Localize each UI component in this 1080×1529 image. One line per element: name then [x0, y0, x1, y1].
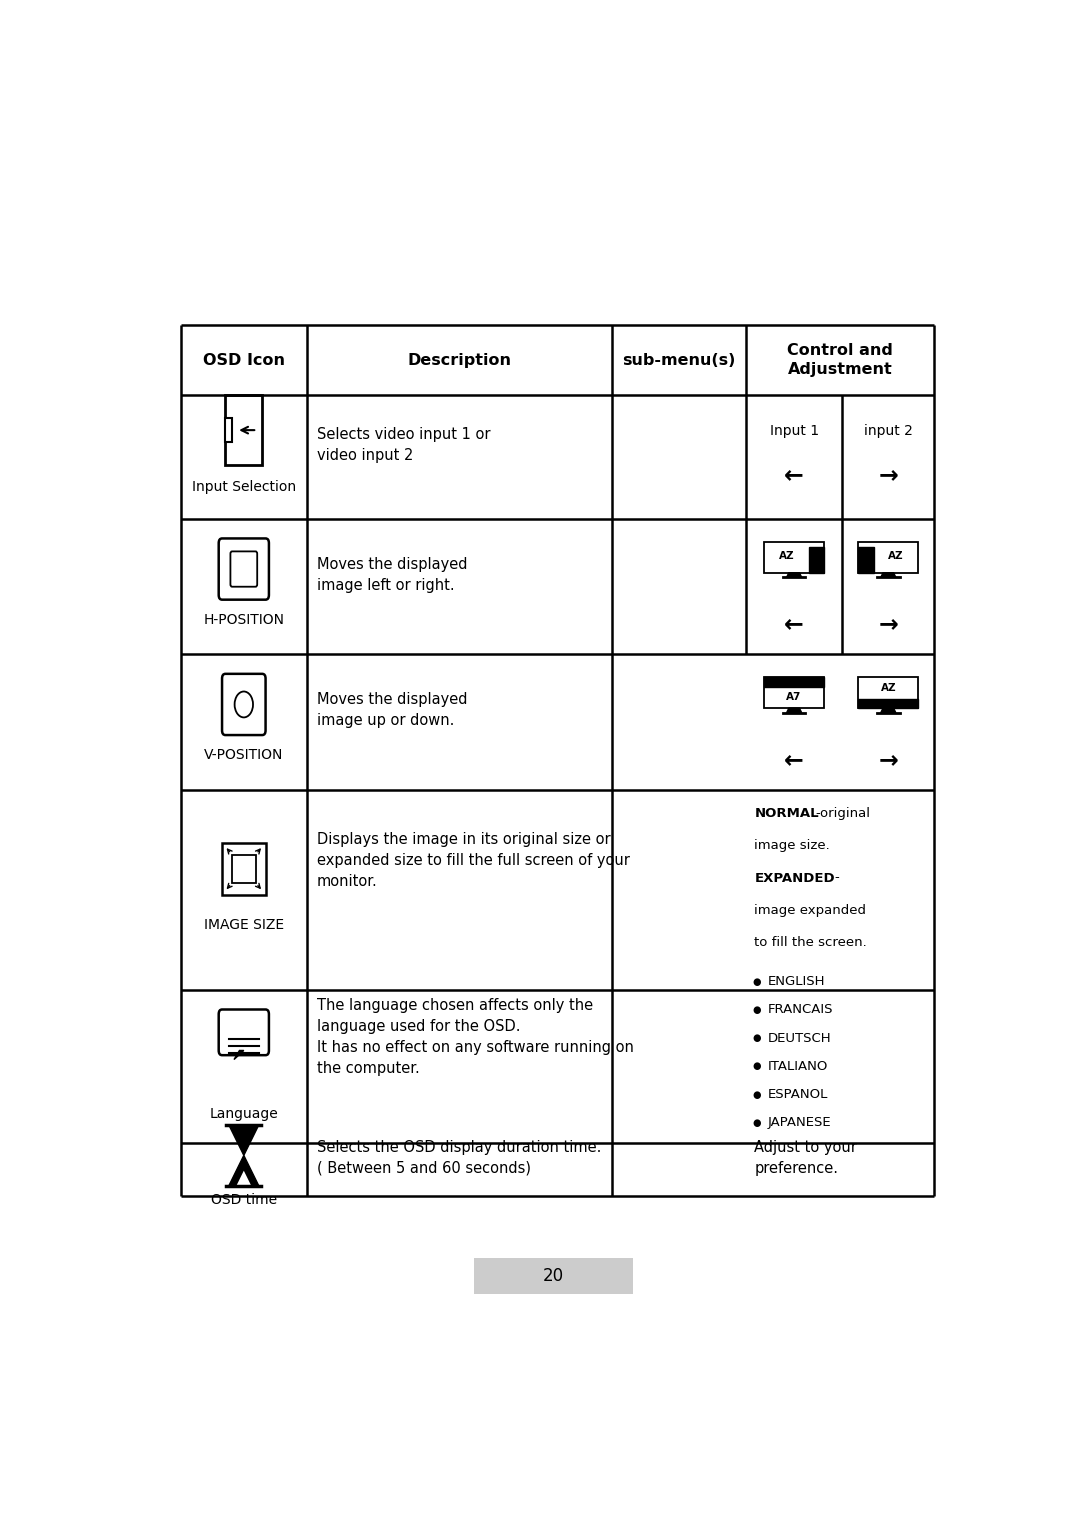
Text: image size.: image size.: [754, 839, 831, 853]
Text: Moves the displayed
image up or down.: Moves the displayed image up or down.: [316, 693, 468, 728]
Polygon shape: [229, 1125, 259, 1156]
Polygon shape: [859, 677, 918, 708]
Text: ●: ●: [753, 1061, 761, 1072]
Text: Adjust to your
preference.: Adjust to your preference.: [754, 1139, 858, 1176]
Text: Input Selection: Input Selection: [192, 480, 296, 494]
Text: ●: ●: [753, 1090, 761, 1099]
Polygon shape: [764, 677, 824, 708]
Text: FRANCAIS: FRANCAIS: [768, 1003, 834, 1017]
Text: input 2: input 2: [864, 425, 913, 439]
Text: EXPANDED: EXPANDED: [754, 872, 835, 884]
Text: -original: -original: [815, 807, 870, 821]
Text: The language chosen affects only the
language used for the OSD.
It has no effect: The language chosen affects only the lan…: [316, 998, 634, 1076]
Text: ●: ●: [753, 1118, 761, 1128]
Polygon shape: [764, 677, 824, 687]
Text: DEUTSCH: DEUTSCH: [768, 1032, 832, 1044]
Text: ←: ←: [784, 613, 804, 636]
FancyBboxPatch shape: [218, 1009, 269, 1055]
Text: JAPANESE: JAPANESE: [768, 1116, 832, 1130]
Polygon shape: [881, 573, 895, 578]
Text: NORMAL: NORMAL: [754, 807, 819, 821]
Text: AZ: AZ: [779, 552, 795, 561]
Text: AZ: AZ: [888, 552, 904, 561]
Text: Displays the image in its original size or
expanded size to fill the full screen: Displays the image in its original size …: [316, 832, 630, 888]
Polygon shape: [229, 1156, 259, 1187]
Text: V-POSITION: V-POSITION: [204, 748, 283, 761]
Text: Control and
Adjustment: Control and Adjustment: [787, 342, 893, 378]
Polygon shape: [809, 547, 824, 573]
Text: ITALIANO: ITALIANO: [768, 1060, 828, 1073]
Text: Selects video input 1 or
video input 2: Selects video input 1 or video input 2: [316, 428, 490, 463]
FancyBboxPatch shape: [222, 674, 266, 735]
Text: ●: ●: [753, 1005, 761, 1015]
Text: ←: ←: [784, 748, 804, 772]
Bar: [474, 1258, 633, 1294]
Polygon shape: [226, 419, 232, 442]
Text: OSD Icon: OSD Icon: [203, 353, 285, 367]
Polygon shape: [786, 573, 801, 578]
Text: OSD time: OSD time: [211, 1193, 276, 1206]
Text: →: →: [878, 748, 899, 772]
Text: Language: Language: [210, 1107, 279, 1121]
Text: ←: ←: [784, 463, 804, 486]
Text: H-POSITION: H-POSITION: [203, 613, 284, 627]
Text: Description: Description: [407, 353, 511, 367]
FancyBboxPatch shape: [230, 552, 257, 587]
Text: ENGLISH: ENGLISH: [768, 976, 825, 988]
Text: to fill the screen.: to fill the screen.: [754, 936, 867, 948]
Text: A7: A7: [786, 691, 801, 702]
Text: ESPANOL: ESPANOL: [768, 1089, 828, 1101]
Polygon shape: [786, 708, 801, 713]
Text: sub-menu(s): sub-menu(s): [622, 353, 735, 367]
Text: ●: ●: [753, 1034, 761, 1043]
Text: Selects the OSD display duration time.
( Between 5 and 60 seconds): Selects the OSD display duration time. (…: [316, 1139, 600, 1176]
Text: →: →: [878, 463, 899, 486]
Polygon shape: [859, 547, 874, 573]
Text: ●: ●: [753, 977, 761, 986]
Polygon shape: [881, 708, 895, 713]
FancyBboxPatch shape: [218, 538, 269, 599]
Polygon shape: [859, 699, 918, 708]
Text: →: →: [878, 613, 899, 636]
Text: 20: 20: [543, 1268, 564, 1284]
Text: Moves the displayed
image left or right.: Moves the displayed image left or right.: [316, 557, 468, 593]
Text: AZ: AZ: [880, 682, 896, 693]
Text: -: -: [834, 872, 839, 884]
Polygon shape: [859, 543, 918, 573]
Text: Input 1: Input 1: [770, 425, 819, 439]
Polygon shape: [764, 543, 824, 573]
Polygon shape: [234, 1050, 244, 1060]
Polygon shape: [237, 1171, 252, 1187]
Text: image expanded: image expanded: [754, 904, 866, 916]
Text: IMAGE SIZE: IMAGE SIZE: [204, 919, 284, 933]
